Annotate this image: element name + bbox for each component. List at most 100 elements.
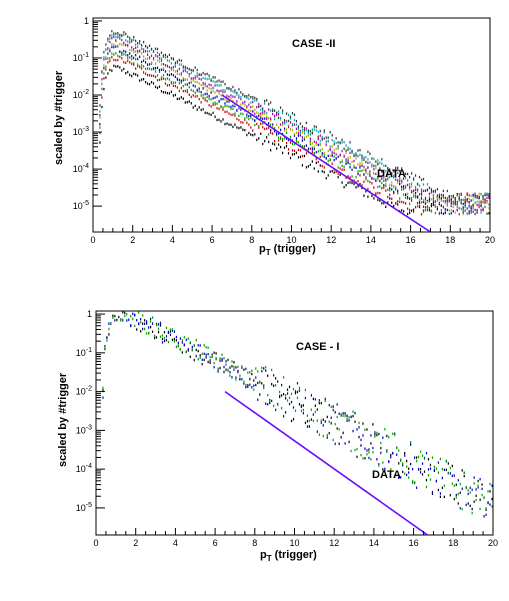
data-point xyxy=(333,148,335,152)
data-point xyxy=(397,203,399,206)
data-point xyxy=(313,125,315,128)
data-point xyxy=(410,185,413,188)
data-point xyxy=(393,175,395,179)
data-point xyxy=(160,57,163,60)
data-point xyxy=(383,169,385,172)
data-point xyxy=(196,68,198,72)
data-point xyxy=(202,83,204,86)
data-point xyxy=(111,69,113,72)
x-axis-ticks: 0 2 4 6 8 10 12 14 16 18 20 xyxy=(90,225,495,245)
data-point xyxy=(156,66,159,70)
data-point xyxy=(432,195,435,198)
data-point xyxy=(351,175,353,178)
data-point xyxy=(321,170,323,173)
data-point xyxy=(124,311,126,315)
data-point xyxy=(234,91,236,94)
data-point xyxy=(155,323,158,327)
data-point xyxy=(162,73,165,77)
data-point xyxy=(305,166,307,169)
data-point xyxy=(386,434,388,438)
data-point xyxy=(210,113,212,117)
data-point xyxy=(450,203,452,207)
data-point xyxy=(428,186,431,190)
data-point xyxy=(440,204,442,207)
data-point xyxy=(454,203,456,206)
data-point xyxy=(342,414,344,417)
data-point xyxy=(256,97,258,101)
data-point xyxy=(188,93,190,97)
data-point xyxy=(381,175,383,178)
data-point xyxy=(109,57,111,60)
data-point xyxy=(145,67,147,71)
data-point xyxy=(377,159,379,162)
data-point xyxy=(457,479,459,482)
data-point xyxy=(172,57,174,60)
data-point xyxy=(462,202,464,206)
data-point xyxy=(315,161,317,165)
data-point xyxy=(424,198,427,201)
data-point xyxy=(295,151,298,155)
data-point xyxy=(185,350,187,354)
data-point xyxy=(111,36,113,40)
data-point xyxy=(248,103,250,106)
data-point xyxy=(117,34,119,37)
data-point xyxy=(277,136,280,139)
data-point xyxy=(210,84,212,87)
data-point xyxy=(135,67,137,70)
data-point xyxy=(233,365,235,368)
data-point xyxy=(155,336,158,339)
data-point xyxy=(247,371,249,374)
data-point xyxy=(455,493,457,497)
data-point xyxy=(198,73,200,76)
data-point xyxy=(336,415,338,419)
data-point xyxy=(359,174,361,177)
data-point xyxy=(109,68,111,72)
data-point xyxy=(156,74,159,77)
data-point xyxy=(459,491,461,494)
data-point xyxy=(429,463,432,467)
data-point xyxy=(302,411,305,415)
data-point xyxy=(422,183,425,186)
data-point xyxy=(236,99,238,103)
data-point xyxy=(417,455,420,459)
data-point xyxy=(117,54,119,58)
data-point xyxy=(473,500,475,503)
data-point xyxy=(319,143,321,146)
data-point xyxy=(113,43,115,46)
data-point xyxy=(348,440,350,444)
data-point xyxy=(349,176,351,179)
data-point xyxy=(365,160,367,164)
data-point xyxy=(430,189,433,192)
data-point xyxy=(457,492,459,496)
data-point xyxy=(131,55,133,58)
data-point xyxy=(371,157,373,160)
data-point xyxy=(216,118,218,122)
data-point xyxy=(101,78,103,81)
data-point xyxy=(391,184,393,187)
data-point xyxy=(476,200,478,203)
data-point xyxy=(472,193,474,197)
data-point xyxy=(111,52,113,55)
data-point xyxy=(331,145,333,148)
data-point xyxy=(427,468,430,471)
data-point xyxy=(299,149,302,152)
data-point xyxy=(268,140,270,144)
data-point xyxy=(249,371,251,374)
data-point xyxy=(290,419,293,423)
data-point xyxy=(466,193,468,197)
data-point xyxy=(477,486,479,489)
data-point xyxy=(343,147,345,150)
data-point xyxy=(176,60,178,63)
data-point xyxy=(232,107,234,110)
data-point xyxy=(103,77,105,80)
data-point xyxy=(187,349,189,352)
data-point xyxy=(448,209,450,212)
data-point xyxy=(302,404,305,407)
data-point xyxy=(262,112,264,116)
data-point xyxy=(198,87,200,90)
data-point xyxy=(328,431,330,435)
data-point xyxy=(384,467,386,471)
data-point xyxy=(333,143,335,146)
data-point xyxy=(192,79,194,82)
data-point xyxy=(168,78,171,81)
